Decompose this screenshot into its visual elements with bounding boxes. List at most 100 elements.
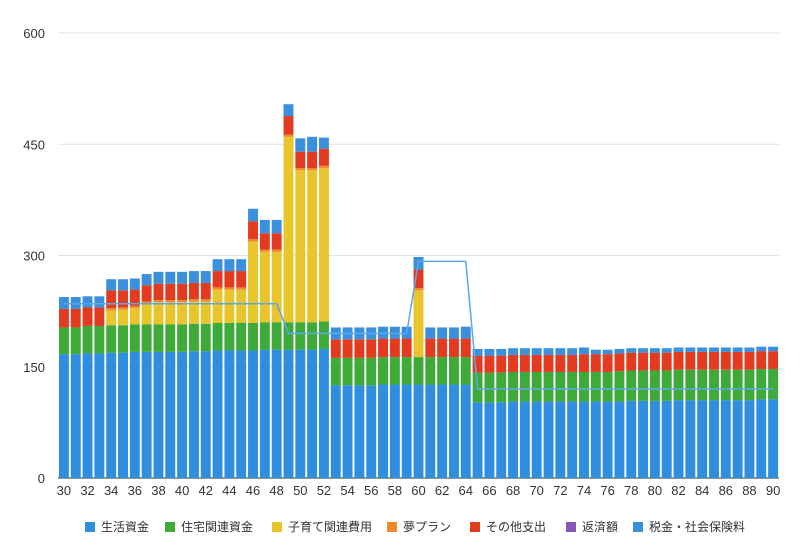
bar-segment [555, 354, 566, 372]
bar-segment [318, 137, 329, 149]
bar-segment [661, 348, 672, 353]
bar-segment [709, 400, 719, 478]
bar-segment [720, 351, 731, 370]
bar-segment [590, 401, 601, 478]
bar-segment [141, 274, 152, 286]
bar-segment [236, 350, 247, 478]
bar-segment [590, 349, 601, 355]
bar-segment [543, 401, 554, 478]
bar-segment [685, 369, 696, 401]
bar-segment [106, 325, 117, 353]
bar-segment [165, 300, 176, 303]
bar-segment [106, 308, 117, 311]
bar-segment [318, 348, 329, 478]
bar-segment [330, 357, 341, 386]
bar-segment [401, 357, 412, 385]
bar-segment [697, 351, 708, 370]
bar-segment [58, 308, 69, 328]
legend-label: その他支出 [486, 520, 546, 534]
bar-segment [70, 327, 81, 355]
bar-segment [153, 324, 164, 352]
bar-segment [389, 338, 400, 358]
bar-segment [425, 327, 436, 339]
y-tick-label: 600 [23, 26, 45, 41]
bar-segment [401, 338, 412, 358]
bar-segment [626, 370, 637, 401]
bar-segment [188, 323, 199, 352]
bar-segment [709, 351, 719, 370]
x-tick-label: 88 [742, 483, 756, 498]
bar-segment [200, 323, 211, 352]
bar-segment [224, 259, 235, 272]
x-tick-label: 46 [246, 483, 260, 498]
bar-segment [307, 167, 318, 171]
bar-segment [271, 219, 282, 234]
bar-segment [567, 401, 578, 478]
bar-segment [768, 346, 779, 352]
bar-segment [602, 371, 613, 402]
bar-segment [307, 170, 318, 323]
bar-segment [165, 351, 176, 478]
bar-segment [484, 348, 495, 356]
x-tick-label: 90 [766, 483, 780, 498]
bar-segment [188, 351, 199, 478]
bar-segment [437, 357, 448, 385]
bar-segment [425, 384, 436, 478]
bar-segment [756, 351, 767, 369]
x-tick-label: 44 [222, 483, 236, 498]
bar-segment [188, 301, 199, 324]
bar-segment [58, 354, 69, 478]
x-tick-label: 62 [435, 483, 449, 498]
bar-segment [307, 349, 318, 478]
bar-segment [94, 296, 105, 308]
bar-segment [248, 239, 258, 242]
bar-segment [697, 369, 708, 401]
bar-segment [519, 371, 530, 402]
bar-segment [638, 400, 649, 478]
x-tick-label: 84 [695, 483, 709, 498]
bar-segment [720, 400, 731, 478]
bar-segment [567, 371, 578, 402]
bar-segment [437, 327, 448, 339]
bar-segment [259, 322, 270, 350]
legend-swatch [566, 522, 576, 532]
bar-segment [271, 322, 282, 350]
bar-segment [165, 283, 176, 300]
bar-segment [626, 400, 637, 478]
legend-swatch [165, 522, 175, 532]
bar-segment [555, 348, 566, 355]
bar-segment [673, 400, 684, 478]
bar-segment [177, 324, 188, 352]
overlay-line [63, 260, 774, 390]
bar-segment [165, 324, 176, 352]
bar-segment [342, 385, 353, 478]
bar-segment [649, 400, 660, 478]
bar-segment [70, 308, 81, 328]
bar-segment [153, 271, 164, 284]
bar-segment [673, 369, 684, 401]
bar-segment [567, 354, 578, 372]
bar-segment [401, 384, 412, 478]
x-tick-label: 76 [600, 483, 614, 498]
bar-segment [555, 371, 566, 402]
legend-swatch [387, 522, 397, 532]
bar-segment [283, 136, 294, 323]
bar-segment [626, 348, 637, 353]
bar-segment [295, 170, 306, 323]
bar-segment [543, 354, 554, 372]
bar-segment [236, 271, 247, 288]
bar-segment [508, 354, 519, 372]
x-tick-label: 38 [151, 483, 165, 498]
bar-segment [295, 167, 306, 171]
bar-segment [425, 338, 436, 358]
bar-segment [106, 310, 117, 326]
x-tick-label: 54 [340, 483, 354, 498]
bar-segment [709, 369, 719, 401]
bar-segment [141, 285, 152, 302]
bar-segment [153, 300, 164, 303]
x-tick-label: 80 [648, 483, 662, 498]
bar-segment [496, 348, 507, 356]
bar-segment [271, 349, 282, 478]
bar-segment [141, 303, 152, 325]
bar-segment [212, 289, 223, 323]
